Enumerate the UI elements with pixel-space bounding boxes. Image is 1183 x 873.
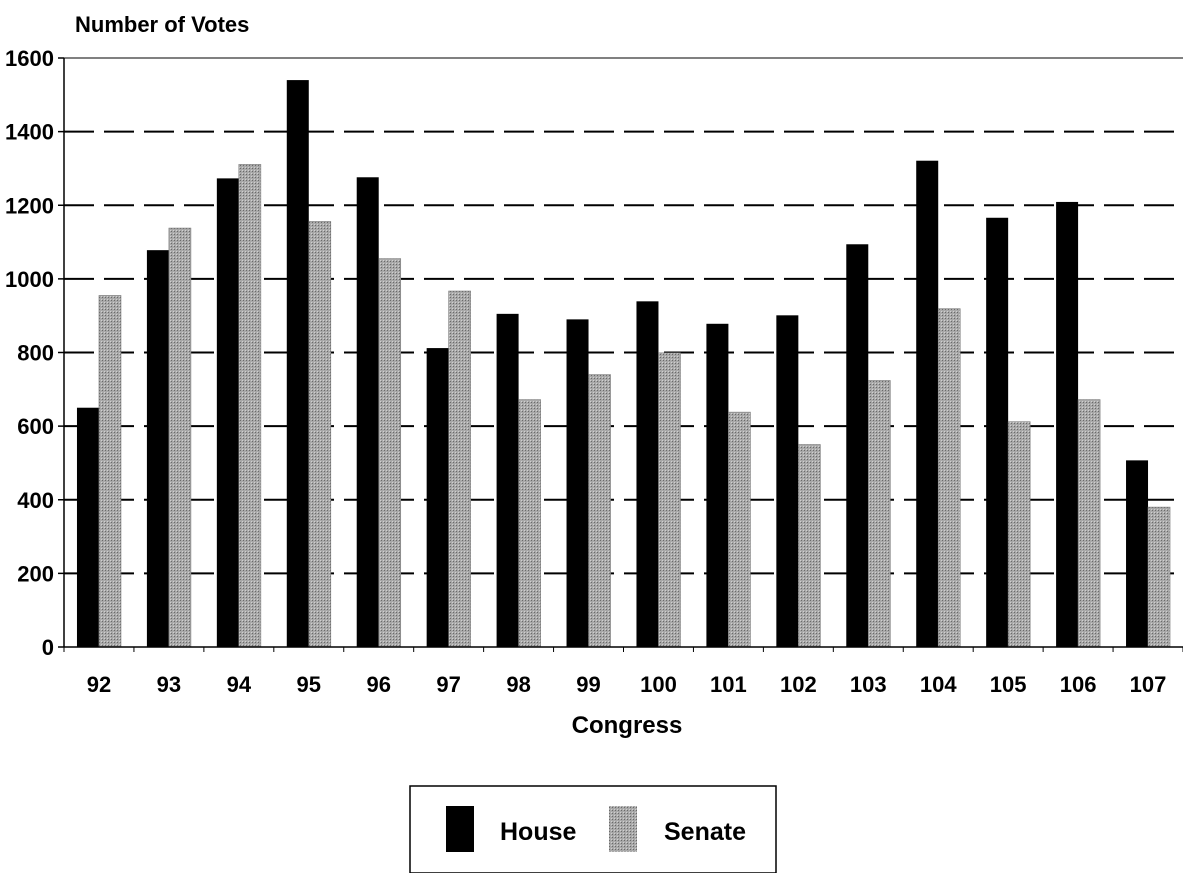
- bar-house-94: [216, 178, 239, 647]
- bar-senate-93: [168, 227, 192, 648]
- bar-senate-94: [238, 164, 262, 648]
- bar-senate-104: [937, 308, 961, 648]
- bar-house-104: [916, 160, 939, 647]
- bar-senate-106: [1077, 399, 1101, 648]
- bar-house-93: [146, 250, 169, 647]
- y-tick-label: 400: [17, 488, 54, 513]
- bars: [76, 80, 1171, 648]
- bar-house-105: [986, 217, 1009, 648]
- y-tick-label: 800: [17, 341, 54, 366]
- x-tick-label: 106: [1060, 672, 1097, 697]
- x-tick-label: 107: [1130, 672, 1167, 697]
- bar-senate-101: [728, 411, 751, 648]
- x-tick-labels: 92 93 94 95 96 97 98 99 100 101 102 103 104 105 106 107: [87, 672, 1167, 697]
- bar-house-99: [566, 319, 589, 647]
- y-tick-label: 1400: [5, 120, 54, 145]
- x-tick-label: 96: [366, 672, 390, 697]
- legend: House Senate: [409, 785, 777, 873]
- bar-house-98: [496, 313, 519, 647]
- x-tick-label: 105: [990, 672, 1027, 697]
- x-tick-label: 97: [436, 672, 460, 697]
- bar-house-97: [426, 348, 449, 647]
- y-tick-label: 200: [17, 561, 54, 586]
- bar-senate-99: [588, 374, 611, 648]
- x-tick-label: 98: [506, 672, 530, 697]
- x-tick-label: 95: [297, 672, 321, 697]
- bar-senate-92: [98, 295, 122, 648]
- y-axis-label: Number of Votes: [75, 12, 249, 37]
- bar-house-101: [706, 323, 729, 647]
- bar-senate-102: [798, 444, 821, 648]
- bar-senate-98: [518, 399, 541, 648]
- x-tick-label: 93: [157, 672, 181, 697]
- y-tick-label: 1000: [5, 267, 54, 292]
- x-tick-label: 100: [640, 672, 677, 697]
- bar-senate-96: [378, 258, 402, 648]
- bar-senate-97: [448, 290, 471, 648]
- x-tick-label: 104: [920, 672, 957, 697]
- legend-label-house: House: [500, 818, 577, 846]
- bar-senate-103: [867, 380, 891, 648]
- bar-senate-105: [1007, 421, 1031, 648]
- legend-swatch-senate: [609, 806, 637, 852]
- bar-house-96: [356, 177, 379, 647]
- bar-house-92: [76, 407, 99, 647]
- bar-house-100: [636, 301, 659, 647]
- x-tick-label: 102: [780, 672, 817, 697]
- axes: [58, 57, 1183, 652]
- y-tick-label: 1600: [5, 46, 54, 71]
- x-tick-label: 94: [227, 672, 252, 697]
- y-tick-label: 0: [42, 635, 54, 660]
- x-axis-label: Congress: [572, 712, 683, 739]
- y-tick-label: 1200: [5, 193, 54, 218]
- x-tick-label: 92: [87, 672, 111, 697]
- bar-house-103: [846, 244, 869, 648]
- x-tick-label: 103: [850, 672, 887, 697]
- bar-senate-100: [658, 352, 681, 648]
- bar-senate-95: [308, 221, 332, 648]
- y-tick-labels: 0 200 400 600 800 1000 1200 1400 1600: [5, 46, 54, 660]
- legend-label-senate: Senate: [664, 818, 746, 846]
- x-tick-label: 99: [576, 672, 600, 697]
- x-tick-label: 101: [710, 672, 747, 697]
- y-tick-label: 600: [17, 414, 54, 439]
- bar-senate-107: [1147, 506, 1171, 648]
- bar-house-102: [776, 315, 799, 647]
- bar-house-107: [1126, 460, 1149, 647]
- bar-house-95: [286, 80, 309, 647]
- legend-swatch-house: [446, 806, 474, 852]
- bar-house-106: [1056, 201, 1079, 647]
